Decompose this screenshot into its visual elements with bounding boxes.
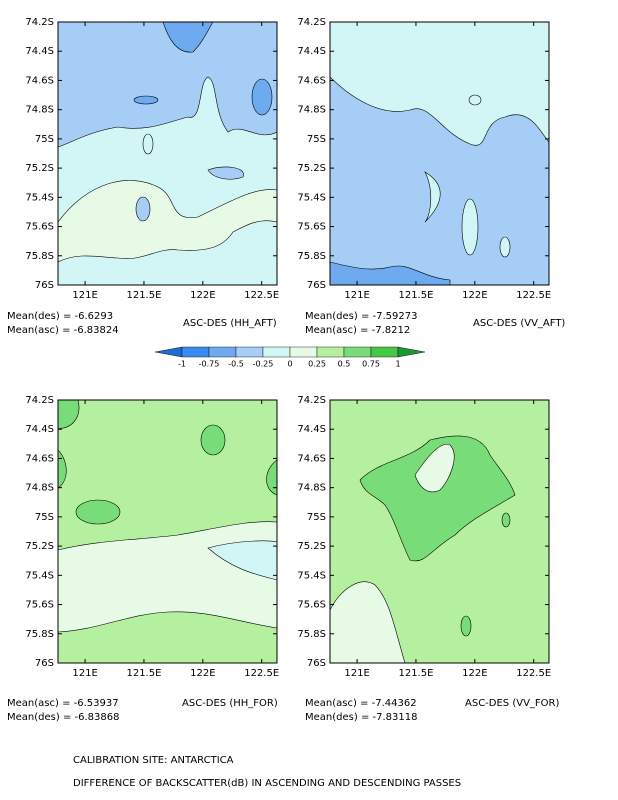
y-tick-label: 74.2S [25, 17, 54, 28]
colorbar-label: 1 [395, 360, 400, 369]
x-tick-label: 121E [72, 668, 97, 679]
y-tick-label: 75.4S [297, 570, 326, 581]
mean-annotation: Mean(asc) = -6.53937 [7, 698, 119, 709]
plot-frame [57, 21, 278, 286]
contour-map [330, 22, 549, 285]
y-tick-label: 75S [307, 134, 326, 145]
mean-annotation: Mean(asc) = -7.8212 [305, 325, 410, 336]
y-tick-label: 76S [307, 658, 326, 669]
y-tick-label: 75.4S [25, 192, 54, 203]
contour-map [330, 400, 549, 663]
y-tick-label: 76S [307, 280, 326, 291]
y-tick-label: 74.2S [297, 395, 326, 406]
y-tick-label: 75.6S [297, 600, 326, 611]
y-tick-label: 75.4S [25, 570, 54, 581]
y-tick-label: 74.4S [297, 424, 326, 435]
x-tick-label: 122E [190, 668, 215, 679]
x-tick-label: 121E [344, 668, 369, 679]
plot-frame [57, 399, 278, 664]
x-tick-label: 121E [344, 290, 369, 301]
y-tick-label: 74.6S [297, 75, 326, 86]
y-tick-label: 74.4S [25, 424, 54, 435]
contour-map [58, 22, 277, 285]
colorbar-box [343, 346, 372, 358]
colorbar-box [208, 346, 237, 358]
colorbar-label: 0.75 [362, 360, 380, 369]
x-tick-label: 121.5E [126, 290, 161, 301]
y-tick-label: 76S [35, 280, 54, 291]
colorbar-box [235, 346, 264, 358]
colorbar-box [316, 346, 345, 358]
footer-text: DIFFERENCE OF BACKSCATTER(dB) IN ASCENDI… [73, 778, 461, 789]
contour-map [58, 400, 277, 663]
colorbar-triangle [154, 346, 183, 358]
mean-annotation: Mean(asc) = -6.83824 [7, 325, 119, 336]
x-tick-label: 121.5E [126, 668, 161, 679]
y-tick-label: 75S [35, 512, 54, 523]
y-tick-label: 74.8S [25, 483, 54, 494]
colorbar-label: 0.25 [308, 360, 326, 369]
x-tick-label: 121.5E [398, 290, 433, 301]
plot-frame [329, 21, 550, 286]
colorbar-box [289, 346, 318, 358]
y-tick-label: 74.4S [25, 46, 54, 57]
y-tick-label: 76S [35, 658, 54, 669]
y-tick-label: 75S [35, 134, 54, 145]
y-tick-label: 75S [307, 512, 326, 523]
colorbar-label: -0.25 [253, 360, 274, 369]
panel-title: ASC-DES (VV_AFT) [473, 318, 565, 329]
y-tick-label: 75.2S [297, 163, 326, 174]
colorbar-label: -1 [178, 360, 186, 369]
colorbar-label: -0.5 [228, 360, 244, 369]
y-tick-label: 75.4S [297, 192, 326, 203]
y-tick-label: 74.6S [25, 75, 54, 86]
panel-title: ASC-DES (HH_FOR) [182, 698, 278, 709]
y-tick-label: 75.8S [25, 251, 54, 262]
colorbar-label: 0.5 [338, 360, 351, 369]
y-tick-label: 75.2S [25, 163, 54, 174]
x-tick-label: 122E [462, 668, 487, 679]
y-tick-label: 74.2S [25, 395, 54, 406]
colorbar-label: 0 [287, 360, 292, 369]
y-tick-label: 74.8S [297, 483, 326, 494]
y-tick-label: 75.6S [25, 222, 54, 233]
mean-annotation: Mean(des) = -6.83868 [7, 712, 119, 723]
y-tick-label: 75.6S [297, 222, 326, 233]
x-tick-label: 122.5E [516, 668, 551, 679]
mean-annotation: Mean(des) = -6.6293 [7, 311, 113, 322]
colorbar-box [181, 346, 210, 358]
x-tick-label: 122.5E [244, 668, 279, 679]
y-tick-label: 74.2S [297, 17, 326, 28]
colorbar-box [262, 346, 291, 358]
x-tick-label: 122E [462, 290, 487, 301]
colorbar-triangle [397, 346, 426, 358]
y-tick-label: 75.8S [297, 629, 326, 640]
y-tick-label: 75.6S [25, 600, 54, 611]
panel-title: ASC-DES (HH_AFT) [183, 318, 277, 329]
y-tick-label: 74.8S [297, 105, 326, 116]
y-tick-label: 74.8S [25, 105, 54, 116]
colorbar-box [370, 346, 399, 358]
mean-annotation: Mean(asc) = -7.44362 [305, 698, 417, 709]
y-tick-label: 75.8S [25, 629, 54, 640]
x-tick-label: 122.5E [516, 290, 551, 301]
footer-text: CALIBRATION SITE: ANTARCTICA [73, 755, 234, 766]
x-tick-label: 121E [72, 290, 97, 301]
y-tick-label: 75.2S [25, 541, 54, 552]
mean-annotation: Mean(des) = -7.83118 [305, 712, 417, 723]
y-tick-label: 74.6S [25, 453, 54, 464]
panel-title: ASC-DES (VV_FOR) [465, 698, 559, 709]
x-tick-label: 122E [190, 290, 215, 301]
mean-annotation: Mean(des) = -7.59273 [305, 311, 417, 322]
y-tick-label: 75.2S [297, 541, 326, 552]
colorbar-label: -0.75 [199, 360, 220, 369]
y-tick-label: 75.8S [297, 251, 326, 262]
x-tick-label: 122.5E [244, 290, 279, 301]
x-tick-label: 121.5E [398, 668, 433, 679]
y-tick-label: 74.6S [297, 453, 326, 464]
plot-frame [329, 399, 550, 664]
y-tick-label: 74.4S [297, 46, 326, 57]
